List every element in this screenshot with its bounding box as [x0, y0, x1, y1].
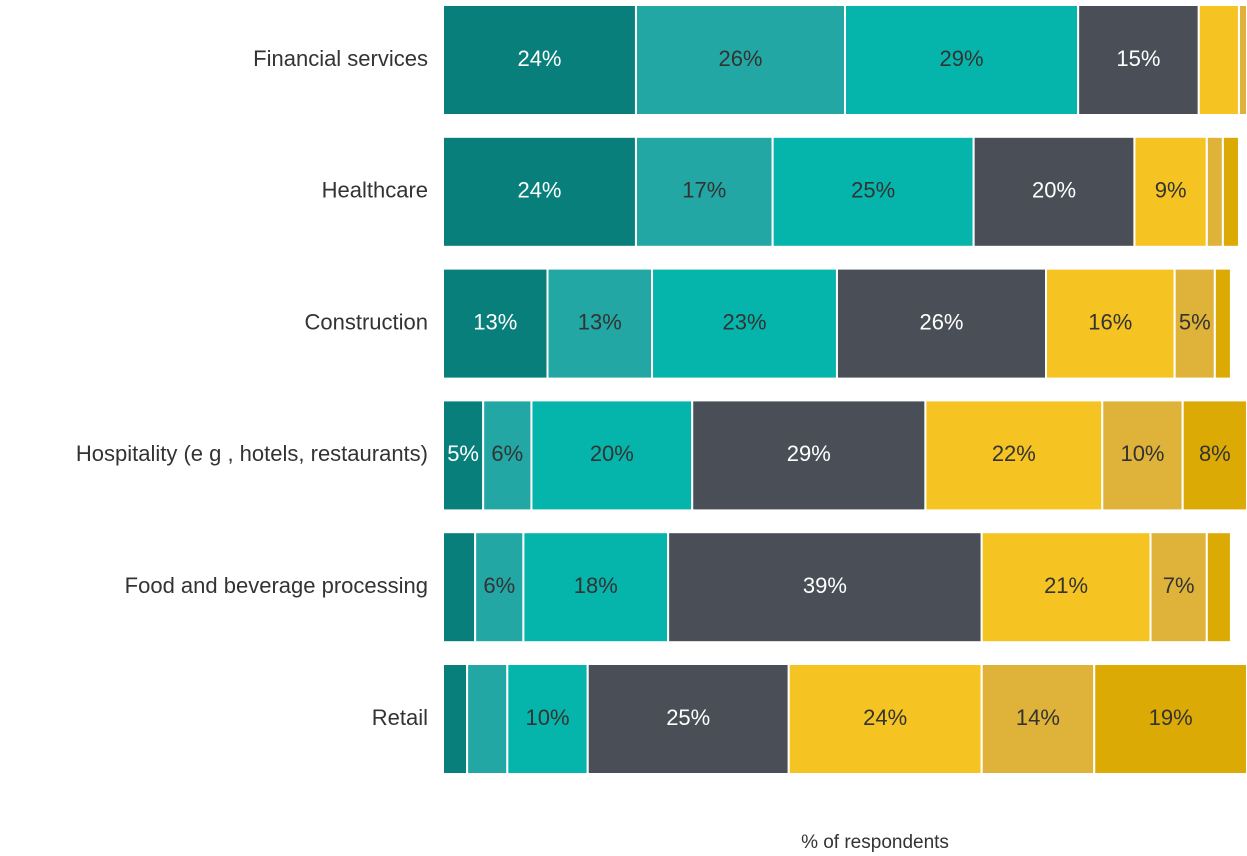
category-label: Healthcare [322, 178, 428, 203]
bar-segment [442, 531, 477, 644]
value-label: 19% [1149, 705, 1193, 730]
bar-segment [771, 135, 975, 248]
category-label: Food and beverage processing [125, 573, 428, 598]
bar-segment [482, 399, 533, 512]
value-label: 7% [1163, 573, 1195, 598]
value-label: 5% [1179, 309, 1211, 334]
value-label: 13% [473, 309, 517, 334]
value-label: 24% [863, 705, 907, 730]
bar-segment [651, 267, 838, 380]
value-label: 24% [517, 178, 561, 203]
bar-segment [691, 399, 927, 512]
category-label: Construction [304, 309, 428, 334]
value-label: 17% [682, 178, 726, 203]
bar-segment [442, 399, 485, 512]
value-label: 21% [1044, 573, 1088, 598]
value-label: 13% [578, 309, 622, 334]
bar-segment [1221, 135, 1240, 248]
category-label: Financial services [253, 46, 428, 71]
bar-segment [924, 399, 1104, 512]
value-label: 6% [491, 441, 523, 466]
category-label: Retail [372, 705, 428, 730]
value-label: 15% [1116, 46, 1160, 71]
category-label: Hospitality (e g , hotels, restaurants) [76, 441, 428, 466]
bar-segment [1213, 267, 1232, 380]
bar-segment [667, 531, 983, 644]
value-label: 8% [1199, 441, 1231, 466]
value-label: 25% [851, 178, 895, 203]
bar-segment [1133, 135, 1208, 248]
value-label: 24% [517, 46, 561, 71]
value-label: 14% [1016, 705, 1060, 730]
bar-segment [972, 135, 1136, 248]
bar-segment [1237, 4, 1247, 116]
bar-segment [1205, 135, 1224, 248]
bar-segment [1149, 531, 1208, 644]
value-label: 29% [940, 46, 984, 71]
bar-segment [1101, 399, 1184, 512]
bar-segment [442, 135, 637, 248]
bar-segment [1093, 663, 1247, 775]
bar-segment [835, 267, 1048, 380]
x-axis-title: % of respondents [801, 832, 949, 853]
bar-segment [530, 399, 694, 512]
value-label: 20% [590, 441, 634, 466]
value-label: 26% [919, 309, 963, 334]
value-label: 29% [787, 441, 831, 466]
bar-segment [980, 531, 1152, 644]
value-label: 26% [718, 46, 762, 71]
value-label: 25% [666, 705, 710, 730]
bar-segment [466, 663, 509, 775]
value-label: 18% [574, 573, 618, 598]
bar-segment [980, 663, 1096, 775]
bar-segment [634, 4, 847, 116]
value-label: 20% [1032, 178, 1076, 203]
bar-segment [586, 663, 790, 775]
value-label: 22% [992, 441, 1036, 466]
value-label: 10% [525, 705, 569, 730]
bar-segment [1181, 399, 1247, 512]
value-label: 39% [803, 573, 847, 598]
value-label: 9% [1155, 178, 1187, 203]
bar-segment [1205, 531, 1232, 644]
bar-segment [1197, 4, 1240, 116]
value-label: 6% [483, 573, 515, 598]
bar-segment [442, 267, 549, 380]
bar-segment [844, 4, 1080, 116]
value-label: 10% [1120, 441, 1164, 466]
bar-segment [442, 4, 637, 116]
bar-segment [474, 531, 525, 644]
value-label: 5% [447, 441, 479, 466]
bar-segment [442, 663, 469, 775]
value-label: 16% [1088, 309, 1132, 334]
value-label: 23% [722, 309, 766, 334]
bar-segment [787, 663, 983, 775]
bar-segment [1045, 267, 1176, 380]
bar-segment [634, 135, 774, 248]
bar-segment [506, 663, 589, 775]
